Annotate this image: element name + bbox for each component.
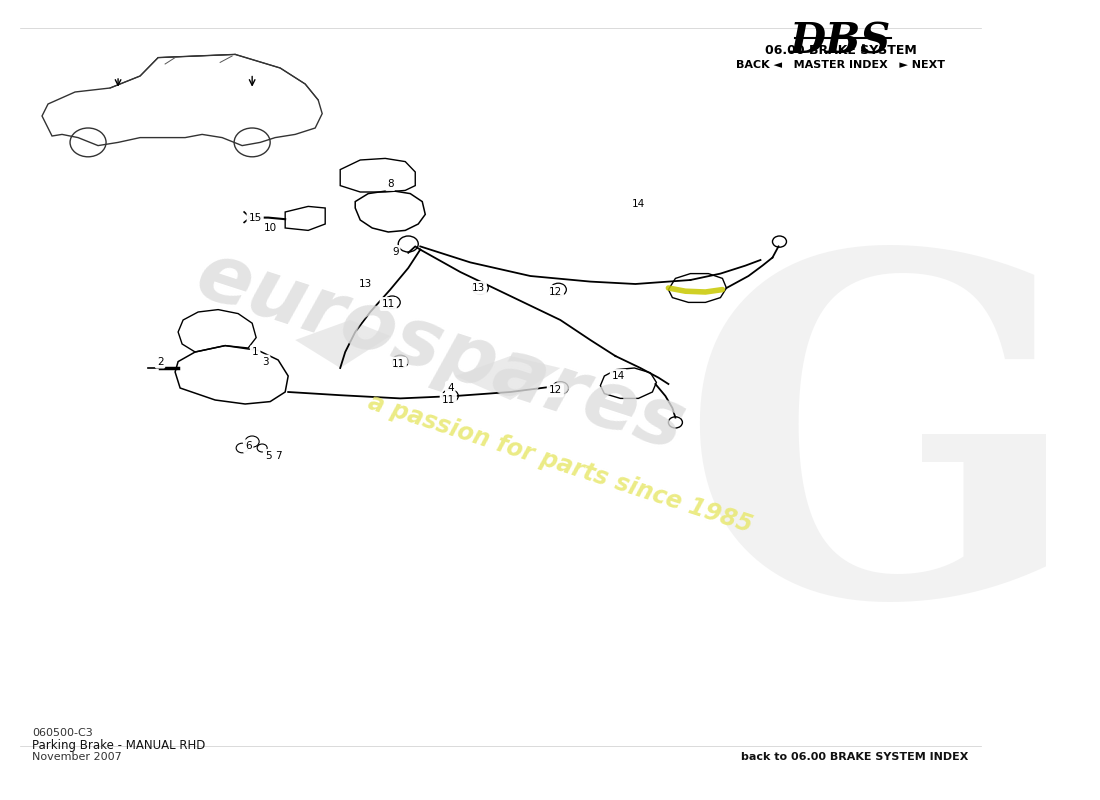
- Text: 5: 5: [265, 451, 272, 461]
- Text: back to 06.00 BRAKE SYSTEM INDEX: back to 06.00 BRAKE SYSTEM INDEX: [741, 752, 969, 762]
- Text: 4: 4: [447, 383, 453, 393]
- Text: 06.00 BRAKE SYSTEM: 06.00 BRAKE SYSTEM: [764, 44, 916, 57]
- Text: 1: 1: [252, 347, 258, 357]
- Text: 12: 12: [549, 287, 562, 297]
- Text: 2: 2: [157, 357, 164, 366]
- Text: a passion for parts since 1985: a passion for parts since 1985: [365, 390, 756, 538]
- Text: 15: 15: [249, 213, 262, 222]
- Text: 3: 3: [262, 357, 268, 366]
- Text: 7: 7: [275, 451, 282, 461]
- Text: 060500-C3: 060500-C3: [32, 728, 92, 738]
- Text: BACK ◄   MASTER INDEX   ► NEXT: BACK ◄ MASTER INDEX ► NEXT: [736, 60, 945, 70]
- Text: DBS: DBS: [790, 20, 891, 62]
- Text: 13: 13: [472, 283, 485, 293]
- Text: 11: 11: [392, 359, 405, 369]
- Polygon shape: [455, 356, 560, 400]
- Text: G: G: [679, 235, 1082, 693]
- Text: Parking Brake - MANUAL RHD: Parking Brake - MANUAL RHD: [32, 739, 206, 752]
- Text: 9: 9: [392, 247, 398, 257]
- Text: 11: 11: [441, 395, 455, 405]
- Text: 12: 12: [549, 386, 562, 395]
- Text: 11: 11: [382, 299, 395, 309]
- Text: 10: 10: [264, 223, 277, 233]
- Text: November 2007: November 2007: [32, 752, 122, 762]
- Text: 6: 6: [245, 442, 252, 451]
- Polygon shape: [295, 320, 390, 368]
- Text: 8: 8: [387, 179, 394, 189]
- Text: 13: 13: [359, 279, 372, 289]
- Text: eurospares: eurospares: [186, 236, 694, 468]
- Text: 14: 14: [631, 199, 645, 209]
- Text: 14: 14: [612, 371, 625, 381]
